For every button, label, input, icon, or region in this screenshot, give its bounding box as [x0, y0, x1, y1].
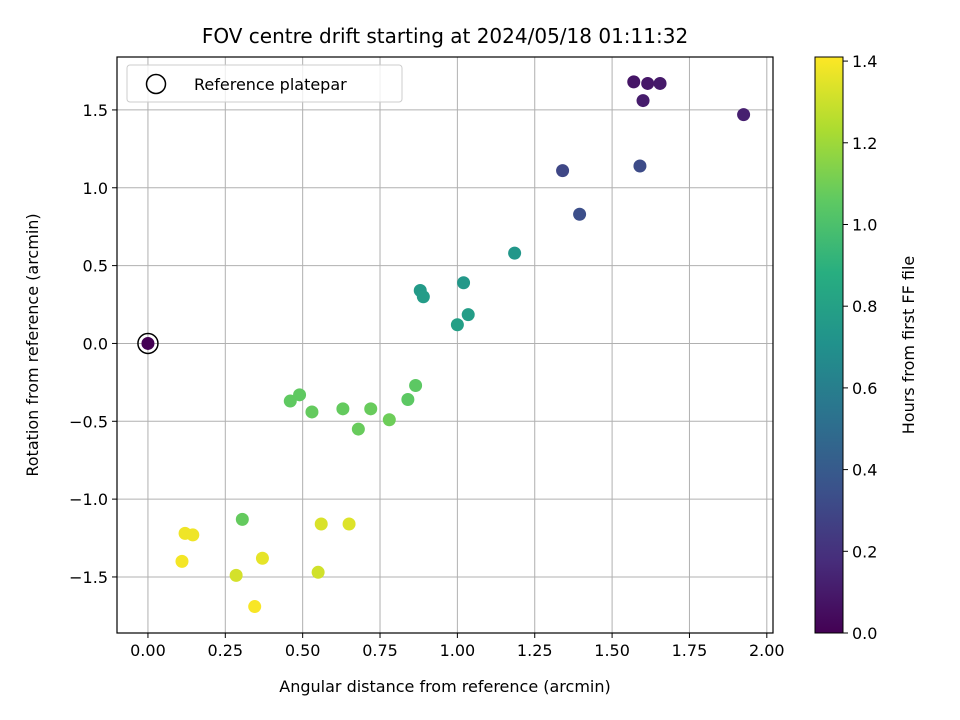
- legend-reference-label: Reference platepar: [194, 75, 347, 94]
- data-point: [235, 512, 249, 526]
- x-axis-label: Angular distance from reference (arcmin): [279, 677, 610, 696]
- colorbar-tick-label: 1.4: [852, 52, 877, 71]
- reference-marker: [137, 332, 159, 355]
- data-point: [186, 528, 200, 542]
- data-point: [573, 207, 587, 221]
- reference-point: [141, 336, 155, 350]
- y-tick-label: 1.0: [83, 179, 108, 198]
- colorbar-gradient: [814, 56, 844, 634]
- x-tick-label: 0.75: [362, 641, 398, 660]
- plot-frame: [116, 56, 774, 634]
- colorbar-tick-label: 0.6: [852, 379, 877, 398]
- data-point: [409, 378, 423, 392]
- x-tick-label: 1.25: [517, 641, 553, 660]
- data-point: [641, 76, 655, 90]
- colorbar: 0.0 0.2 0.4 0.6 0.8 1.0 1.2 1.4 Hours from firs…: [814, 52, 918, 643]
- colorbar-tick-label: 0.8: [852, 297, 877, 316]
- data-point: [556, 164, 570, 178]
- data-point: [508, 246, 522, 260]
- data-point: [416, 290, 430, 304]
- data-point: [351, 422, 365, 436]
- y-tick-label: 0.0: [83, 334, 108, 353]
- y-tick-label: 0.5: [83, 257, 108, 276]
- x-tick-label: 0.50: [285, 641, 321, 660]
- data-point: [636, 94, 650, 108]
- legend: Reference platepar: [126, 64, 403, 103]
- data-point: [627, 75, 641, 89]
- data-point: [175, 554, 189, 568]
- y-axis-ticks: −1.5 −1.0 −0.5 0.0 0.5 1.0 1.5: [69, 101, 117, 587]
- y-axis-label: Rotation from reference (arcmin): [23, 213, 42, 476]
- colorbar-label: Hours from first FF file: [899, 256, 918, 435]
- data-point: [737, 108, 751, 122]
- y-tick-label: −0.5: [69, 412, 108, 431]
- data-point: [461, 308, 475, 322]
- colorbar-ticks: 0.0 0.2 0.4 0.6 0.8 1.0 1.2 1.4: [843, 52, 877, 643]
- legend-box: [126, 64, 403, 103]
- data-point: [255, 551, 269, 565]
- data-point: [342, 517, 356, 531]
- x-tick-label: 0.00: [130, 641, 166, 660]
- colorbar-tick-label: 1.2: [852, 134, 877, 153]
- colorbar-tick-label: 0.4: [852, 461, 877, 480]
- data-point: [305, 405, 319, 419]
- data-point: [364, 402, 378, 416]
- x-tick-label: 1.00: [440, 641, 476, 660]
- y-tick-label: 1.5: [83, 101, 108, 120]
- data-point: [633, 159, 647, 173]
- colorbar-tick-label: 1.0: [852, 215, 877, 234]
- x-tick-label: 1.50: [594, 641, 630, 660]
- x-tick-label: 2.00: [749, 641, 785, 660]
- grid: [117, 57, 773, 633]
- x-tick-label: 1.75: [672, 641, 708, 660]
- colorbar-tick-label: 0.0: [852, 624, 877, 643]
- data-point: [229, 568, 243, 582]
- data-points: [137, 75, 751, 614]
- y-tick-label: −1.0: [69, 490, 108, 509]
- data-point: [311, 565, 325, 579]
- data-point: [314, 517, 328, 531]
- y-tick-label: −1.5: [69, 568, 108, 587]
- data-point: [653, 76, 667, 90]
- chart-title: FOV centre drift starting at 2024/05/18 …: [202, 24, 688, 48]
- data-point: [283, 394, 297, 408]
- legend-reference-marker: [145, 73, 167, 95]
- x-axis-ticks: 0.00 0.25 0.50 0.75 1.00 1.25 1.50 1.75 2.00: [130, 633, 785, 660]
- data-point: [248, 600, 262, 614]
- x-tick-label: 0.25: [207, 641, 243, 660]
- data-point: [457, 276, 471, 290]
- data-point: [336, 402, 350, 416]
- data-point: [293, 388, 307, 402]
- data-point: [401, 392, 415, 406]
- data-point: [450, 318, 464, 332]
- data-point: [382, 413, 396, 427]
- colorbar-tick-label: 0.2: [852, 542, 877, 561]
